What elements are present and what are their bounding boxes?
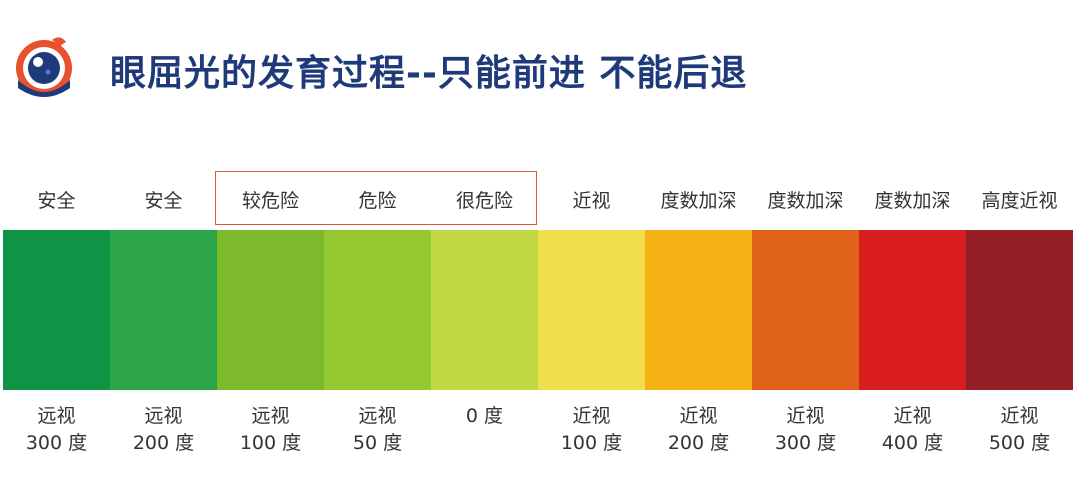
stage-status-label: 很危险 [455, 190, 513, 212]
stage-status-label: 较危险 [241, 190, 299, 212]
stage-color-band [431, 230, 538, 390]
risk-highlight-box [215, 171, 537, 225]
stage-diopter-label: 远视 50 度 [352, 405, 403, 454]
stage-color-band [217, 230, 324, 390]
stage-diopter-label: 近视 400 度 [881, 405, 944, 454]
stage-color-band [645, 230, 752, 390]
stage-status-label: 安全 [37, 190, 76, 212]
stage-status-label: 度数加深 [767, 190, 844, 212]
stage-diopter-label: 近视 100 度 [560, 405, 623, 454]
stage-color-band [324, 230, 431, 390]
stage-status-label: 安全 [144, 190, 183, 212]
stage-diopter-label: 远视 200 度 [132, 405, 195, 454]
page-title: 眼屈光的发育过程--只能前进 不能后退 [110, 53, 748, 94]
stage-diopter-label: 0 度 [465, 405, 504, 427]
stage-color-band [966, 230, 1073, 390]
stage-diopter-label: 远视 100 度 [239, 405, 302, 454]
stage-status-label: 度数加深 [660, 190, 737, 212]
stage-status-label: 度数加深 [874, 190, 951, 212]
eye-mascot-logo-icon [16, 37, 72, 97]
stage-color-band [752, 230, 859, 390]
stage-status-label: 高度近视 [981, 190, 1058, 212]
stage-color-band [110, 230, 217, 390]
stage-status-label: 危险 [358, 190, 397, 212]
stage-diopter-label: 近视 500 度 [988, 405, 1051, 454]
stage-color-band [538, 230, 645, 390]
stage-color-band [859, 230, 966, 390]
stage-diopter-label: 近视 200 度 [667, 405, 730, 454]
stage-status-label: 近视 [572, 190, 611, 212]
stage-diopter-label: 近视 300 度 [774, 405, 837, 454]
stage-color-band [3, 230, 110, 390]
stage-diopter-label: 远视 300 度 [25, 405, 88, 454]
